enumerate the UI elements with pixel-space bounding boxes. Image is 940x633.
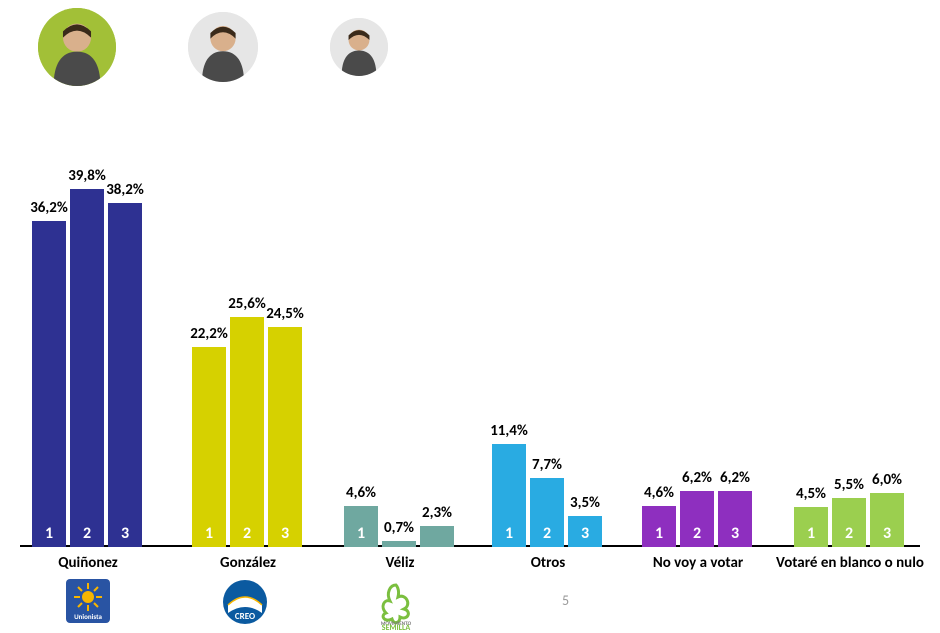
bar-number: 1 xyxy=(192,524,226,543)
x-label-blanco: Votaré en blanco o nulo xyxy=(776,555,924,572)
bar-value-label: 7,7% xyxy=(524,456,570,474)
bar-blanco-3: 3 6,0% xyxy=(870,493,904,547)
x-axis xyxy=(20,545,920,547)
x-label-veliz: Véliz xyxy=(326,555,474,572)
bar-group-otros: 1 11,4% 2 7,7% 3 3,5% xyxy=(492,444,602,547)
bar-value-label: 2,3% xyxy=(414,504,460,522)
bar-value-label: 11,4% xyxy=(486,422,532,440)
x-label-quinonez: Quiñonez xyxy=(14,555,162,572)
party-logo-creo: CREO xyxy=(222,579,268,625)
bar-number: 3 xyxy=(108,524,142,543)
bar-gonzalez-2: 2 25,6% xyxy=(230,317,264,547)
x-label-otros: Otros xyxy=(474,555,622,572)
bar-value-label: 38,2% xyxy=(102,181,148,199)
bar-group-quinonez: 1 36,2% 2 39,8% 3 38,2% xyxy=(32,189,142,547)
bar-veliz-2: 2 0,7% xyxy=(382,541,416,547)
bar-group-blanco: 1 4,5% 2 5,5% 3 6,0% xyxy=(794,493,904,547)
bar-value-label: 6,2% xyxy=(712,469,758,487)
bar-number: 2 xyxy=(680,524,714,543)
bar-number: 1 xyxy=(794,524,828,543)
bar-value-label: 3,5% xyxy=(562,494,608,512)
bar-veliz-3: 3 2,3% xyxy=(420,526,454,547)
bar-number: 1 xyxy=(344,524,378,543)
bar-number: 1 xyxy=(492,524,526,543)
bar-number: 3 xyxy=(268,524,302,543)
bar-novoto-2: 2 6,2% xyxy=(680,491,714,547)
x-label-novoto: No voy a votar xyxy=(624,555,772,572)
bar-value-label: 36,2% xyxy=(26,199,72,217)
avatar-quinonez xyxy=(38,8,116,86)
page-number: 5 xyxy=(562,592,569,609)
party-logo-unionista: Unionista xyxy=(66,579,110,623)
bar-number: 1 xyxy=(642,524,676,543)
avatar-veliz xyxy=(330,18,388,76)
bar-veliz-1: 1 4,6% xyxy=(344,506,378,547)
bar-otros-2: 2 7,7% xyxy=(530,478,564,547)
bar-number: 2 xyxy=(230,524,264,543)
bar-blanco-1: 1 4,5% xyxy=(794,507,828,548)
bar-number: 2 xyxy=(832,524,866,543)
party-logos-row: UnionistaCREOMOVIMIENTOSEMILLA xyxy=(20,579,920,627)
bar-group-gonzalez: 1 22,2% 2 25,6% 3 24,5% xyxy=(192,317,302,547)
bar-novoto-3: 3 6,2% xyxy=(718,491,752,547)
bar-number: 3 xyxy=(718,524,752,543)
svg-text:Unionista: Unionista xyxy=(74,612,102,621)
bar-group-novoto: 1 4,6% 2 6,2% 3 6,2% xyxy=(642,491,752,547)
bar-value-label: 24,5% xyxy=(262,305,308,323)
bar-number: 3 xyxy=(568,524,602,543)
bar-blanco-2: 2 5,5% xyxy=(832,498,866,548)
candidate-avatars-row xyxy=(38,8,388,86)
bar-otros-1: 1 11,4% xyxy=(492,444,526,547)
x-axis-labels: QuiñonezGonzálezVélizOtrosNo voy a votar… xyxy=(20,555,920,577)
bar-group-veliz: 1 4,6% 2 0,7% 3 2,3% xyxy=(344,506,454,547)
bar-number: 3 xyxy=(870,524,904,543)
bar-otros-3: 3 3,5% xyxy=(568,516,602,548)
bar-value-label: 4,6% xyxy=(338,484,384,502)
bar-quinonez-1: 1 36,2% xyxy=(32,221,66,547)
bar-gonzalez-1: 1 22,2% xyxy=(192,347,226,547)
bar-chart: 1 36,2% 2 39,8% 3 38,2% 1 22,2% 2 25,6% xyxy=(20,147,920,547)
bar-number: 1 xyxy=(32,524,66,543)
bar-quinonez-3: 3 38,2% xyxy=(108,203,142,547)
bar-quinonez-2: 2 39,8% xyxy=(70,189,104,547)
avatar-gonzalez xyxy=(188,12,258,82)
party-logo-semilla: MOVIMIENTOSEMILLA xyxy=(370,579,422,633)
bar-gonzalez-3: 3 24,5% xyxy=(268,327,302,548)
x-label-gonzalez: González xyxy=(174,555,322,572)
bar-value-label: 22,2% xyxy=(186,325,232,343)
bar-value-label: 6,0% xyxy=(864,471,910,489)
svg-text:CREO: CREO xyxy=(235,611,255,622)
bar-number: 2 xyxy=(70,524,104,543)
bar-novoto-1: 1 4,6% xyxy=(642,506,676,547)
bar-number: 2 xyxy=(530,524,564,543)
